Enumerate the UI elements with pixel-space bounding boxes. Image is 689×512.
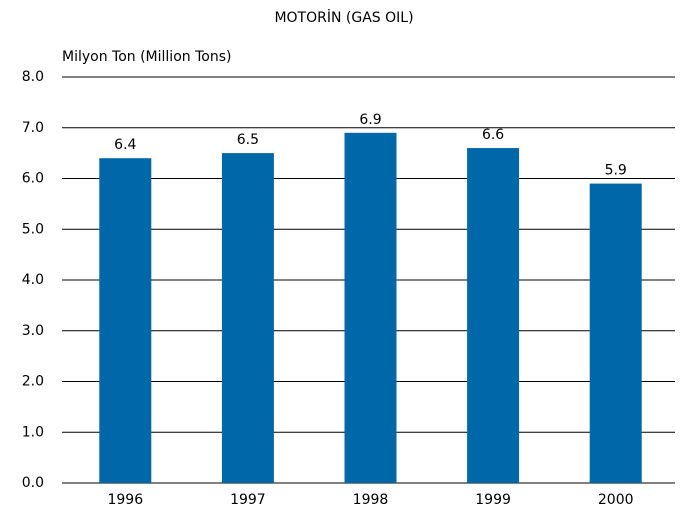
data-label: 5.9 <box>605 163 627 179</box>
y-tick-label: 4.0 <box>22 272 44 288</box>
data-label: 6.4 <box>114 137 136 153</box>
bar <box>467 148 520 484</box>
x-tick-label: 1998 <box>353 492 389 508</box>
y-axis-label: Milyon Ton (Million Tons) <box>62 49 231 65</box>
x-tick-label: 1996 <box>107 492 143 508</box>
y-tick-label: 6.0 <box>22 171 44 187</box>
bar <box>344 132 397 483</box>
y-tick-label: 2.0 <box>22 374 44 390</box>
y-tick-label: 7.0 <box>22 120 44 136</box>
bar <box>99 158 152 483</box>
data-label: 6.6 <box>482 127 504 143</box>
data-label: 6.5 <box>237 132 259 148</box>
chart-title: MOTORİN (GAS OIL) <box>274 8 413 26</box>
data-label: 6.9 <box>359 112 381 128</box>
y-tick-label: 3.0 <box>22 323 44 339</box>
bar <box>589 183 642 483</box>
y-tick-label: 0.0 <box>22 475 44 491</box>
x-tick-label: 1999 <box>475 492 511 508</box>
x-tick-label: 1997 <box>230 492 266 508</box>
x-tick-label: 2000 <box>598 492 634 508</box>
y-tick-label: 1.0 <box>22 424 44 440</box>
y-tick-label: 5.0 <box>22 221 44 237</box>
bar <box>221 153 274 483</box>
y-tick-label: 8.0 <box>22 69 44 85</box>
